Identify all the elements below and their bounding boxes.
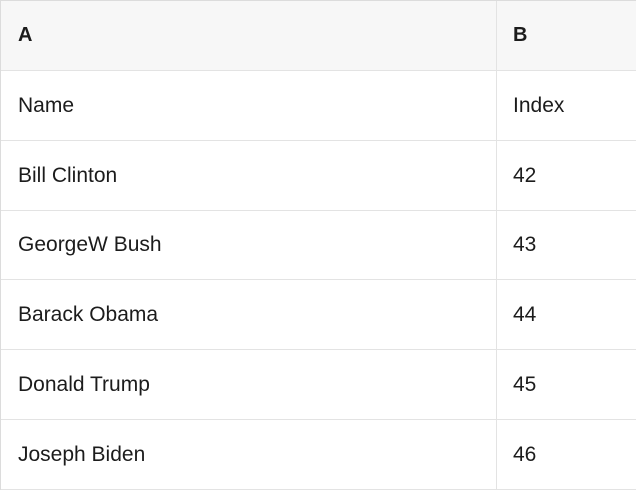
- cell-a6[interactable]: Joseph Biden: [1, 420, 497, 489]
- cell-a2[interactable]: Bill Clinton: [1, 140, 497, 210]
- table-row: Barack Obama 44: [1, 280, 636, 351]
- table-header-row: A B: [1, 1, 636, 71]
- cell-b6[interactable]: 46: [513, 443, 537, 467]
- cell-b4[interactable]: 44: [513, 303, 537, 327]
- cell-a5[interactable]: Donald Trump: [1, 350, 497, 420]
- cell-b5[interactable]: 45: [513, 373, 537, 397]
- cell-b2[interactable]: 42: [513, 163, 537, 187]
- table-row: GeorgeW Bush 43: [1, 210, 636, 281]
- table-row: Joseph Biden 46: [1, 420, 636, 490]
- cell-b1[interactable]: Index: [513, 93, 565, 117]
- cell-b3[interactable]: 43: [513, 233, 537, 257]
- cell-a3[interactable]: GeorgeW Bush: [1, 210, 497, 280]
- table-row: Bill Clinton 42: [1, 140, 636, 211]
- column-header-a[interactable]: A: [1, 1, 497, 70]
- column-header-b[interactable]: B: [513, 24, 528, 47]
- table-row: Name Index: [1, 70, 636, 141]
- cell-a4[interactable]: Barack Obama: [1, 280, 497, 350]
- table-row: Donald Trump 45: [1, 350, 636, 421]
- cell-a1[interactable]: Name: [1, 70, 497, 140]
